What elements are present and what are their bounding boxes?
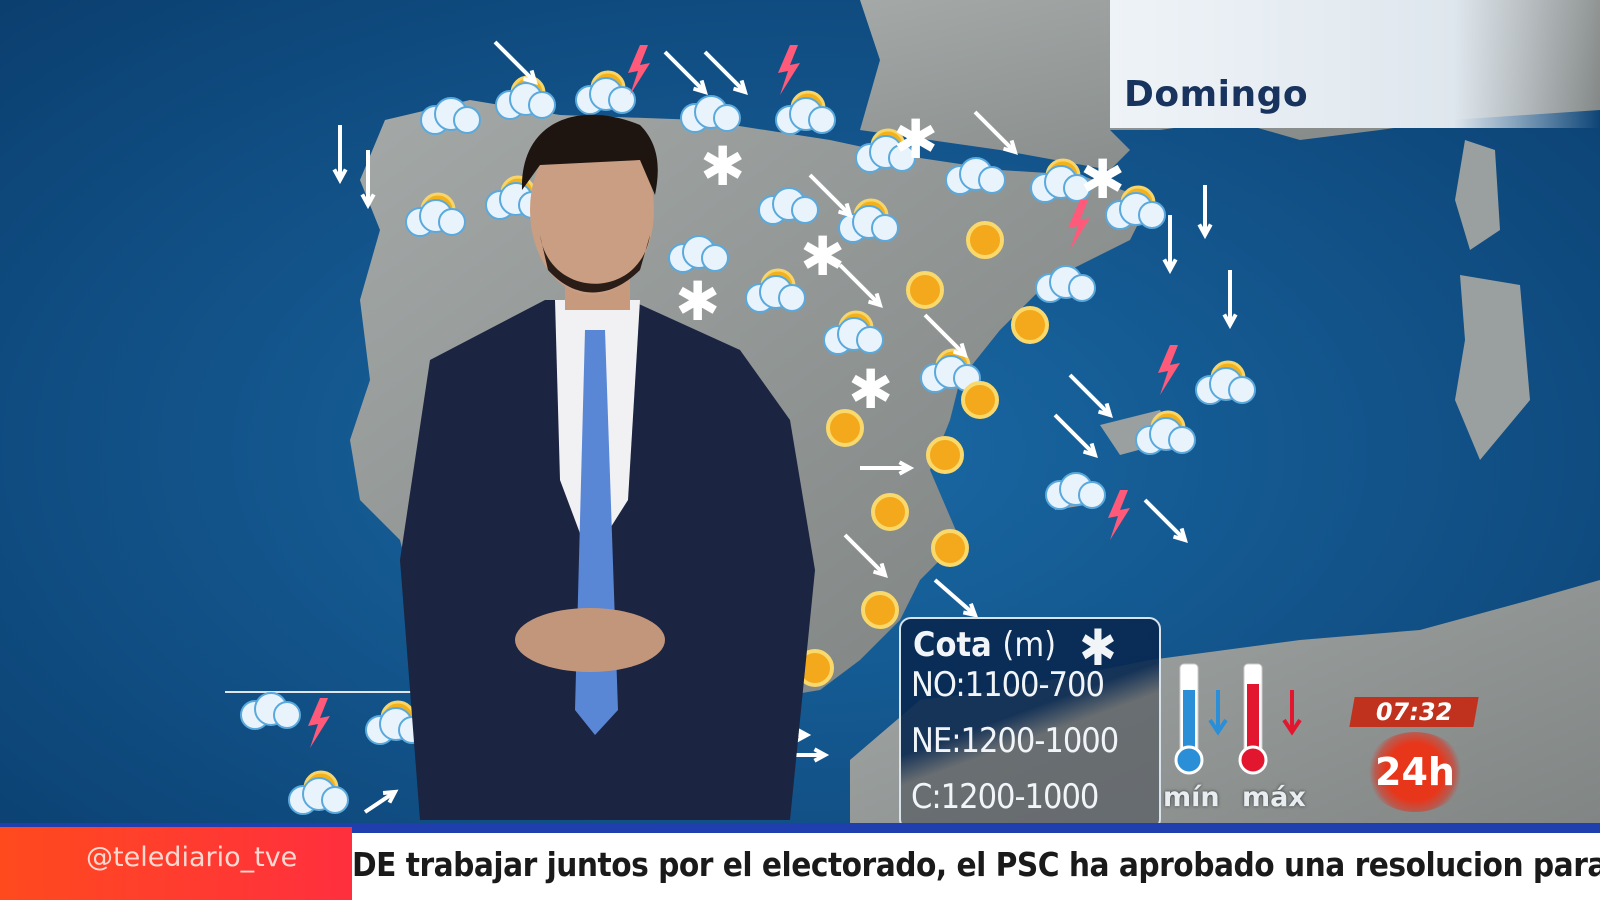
sun-icon [1011,306,1049,344]
wind-arrow-icon [1162,215,1178,275]
sun-icon [906,271,944,309]
wind-arrow-icon [973,110,1018,155]
sun-cloud-icon [495,75,556,120]
snowflake-icon: ✱ [893,108,938,171]
arrow-down-red-icon [1282,690,1302,736]
cloud-icon [240,692,301,730]
wind-arrow-icon [1053,413,1098,458]
wind-arrow-icon [332,125,348,185]
arrow-down-blue-icon [1208,690,1228,736]
wind-arrow-icon [808,173,853,218]
wind-arrow-icon [360,150,376,210]
snowflake-icon: ✱ [1080,148,1125,211]
cloud-icon [680,95,741,133]
land-corsica [1455,140,1500,250]
presenter-beard [540,235,650,293]
wind-arrow-icon [703,50,748,95]
wind-arrow-icon [843,533,888,578]
sun-cloud-icon [823,310,884,355]
snow-level-row: C:1200-1000 [911,777,1099,817]
ticker-text: DE trabajar juntos por el electorado, el… [352,845,1600,884]
wind-arrow-icon [1197,185,1213,240]
thermometer-max-icon [1238,663,1268,775]
snowflake-icon: ✱ [848,358,893,421]
wind-arrow-icon [1068,373,1113,418]
cloud-icon [1045,472,1106,510]
twitter-handle: @telediario_tve [0,827,352,900]
min-label: mín [1163,782,1220,813]
ticker-top-bar [0,823,1600,833]
day-label: Domingo [1124,74,1309,115]
snowflake-icon: ✱ [1079,619,1117,677]
cloud-icon [420,97,481,135]
sun-cloud-icon [745,268,806,313]
sun-cloud-icon [775,90,836,135]
lightning-icon [628,45,650,95]
cloud-icon [1035,265,1096,303]
sun-icon [871,493,909,531]
thermometer-min-icon [1174,663,1204,775]
sun-cloud-icon [575,70,636,115]
sun-cloud-icon [838,198,899,243]
lightning-icon [1158,345,1180,395]
lightning-icon [1068,200,1090,250]
sun-icon [931,529,969,567]
presenter-head [530,125,654,295]
sun-cloud-icon [1195,360,1256,405]
cloud-icon [668,235,729,273]
sun-cloud-icon [1030,158,1091,203]
presenter-hands [515,608,665,672]
wind-arrow-icon [838,263,883,308]
snow-level-unit: (m) [1002,625,1057,665]
wind-arrow-icon [1143,498,1188,543]
snow-level-box: Cota (m) ✱ NO:1100-700 NE:1200-1000 C:12… [899,617,1161,831]
snowflake-icon: ✱ [675,270,720,333]
lightning-icon [308,698,330,748]
snow-level-row: NE:1200-1000 [911,721,1119,761]
presenter-hair [521,114,658,195]
snow-level-title: Cota [913,625,992,665]
sun-cloud-icon [1105,185,1166,230]
sun-icon [961,381,999,419]
channel-logo: 24h [1365,732,1465,812]
wind-arrow-icon [860,460,915,476]
wind-arrow-icon [493,40,538,85]
sun-icon [966,221,1004,259]
sun-icon [861,591,899,629]
lightning-icon [1108,490,1130,540]
cloud-icon [945,157,1006,195]
max-label: máx [1242,782,1306,813]
lightning-icon [778,45,800,95]
wind-arrow-icon [923,313,968,358]
snowflake-icon: ✱ [700,135,745,198]
snow-level-row: NO:1100-700 [911,665,1105,705]
presenter [400,114,815,820]
sun-cloud-icon [1135,410,1196,455]
cloud-icon [758,187,819,225]
sun-icon [826,409,864,447]
sun-cloud-icon [855,128,916,173]
clock: 07:32 [1349,697,1479,727]
wind-arrow-icon [1222,270,1238,330]
day-label-panel: Domingo [1110,0,1600,128]
sun-icon [926,436,964,474]
thermometer-legend [1174,663,1302,775]
wind-arrow-icon [933,578,979,618]
news-ticker: @telediario_tve DE trabajar juntos por e… [0,823,1600,900]
wind-arrow-icon [663,50,708,95]
sun-cloud-icon [365,700,426,745]
sun-cloud-icon [405,192,466,237]
land-sardinia [1455,275,1530,460]
sun-cloud-icon [288,770,349,815]
snowflake-icon: ✱ [800,225,845,288]
wind-arrow-icon [363,789,399,814]
